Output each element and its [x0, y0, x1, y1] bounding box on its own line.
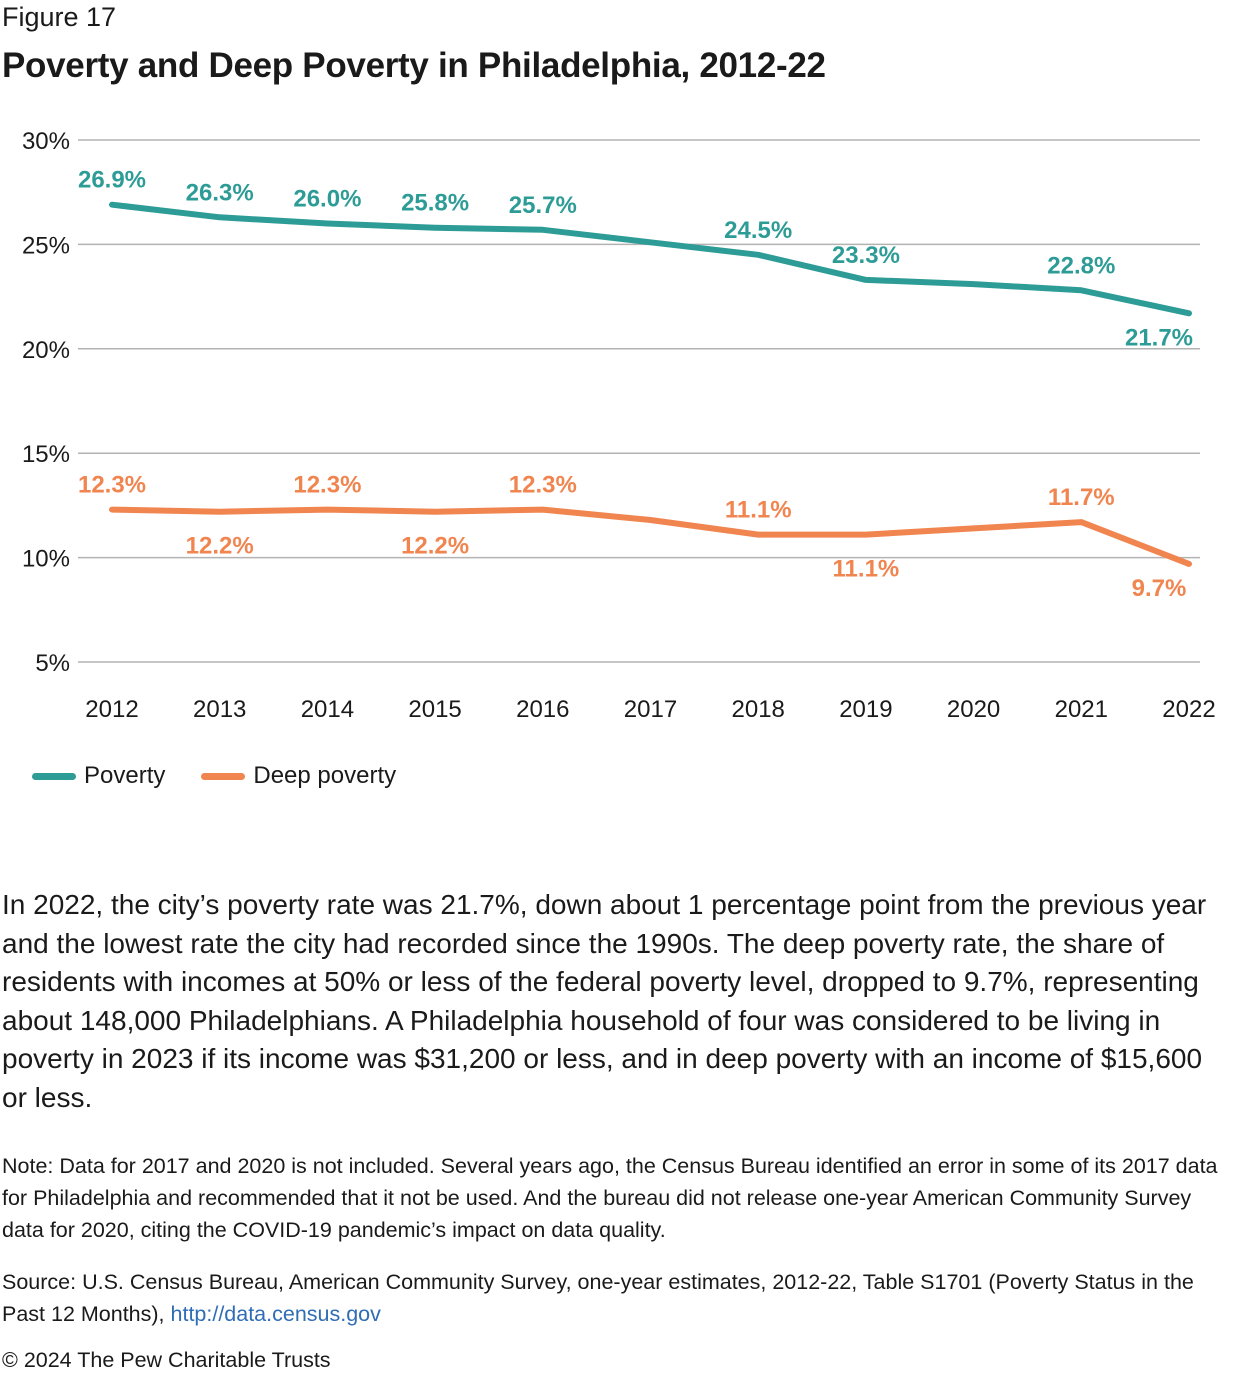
figure-label: Figure 17 — [2, 2, 117, 32]
data-label: 23.3% — [832, 242, 900, 269]
legend-label-poverty: Poverty — [84, 762, 166, 789]
data-label: 12.3% — [78, 472, 146, 499]
legend-swatch-deep-poverty — [201, 772, 246, 780]
data-label: 26.3% — [186, 179, 254, 206]
data-label: 11.1% — [833, 556, 900, 583]
data-label: 11.7% — [1048, 484, 1115, 511]
gridlines — [78, 139, 1200, 663]
source-link[interactable]: http://data.census.gov — [170, 1302, 381, 1326]
data-label: 12.3% — [509, 472, 577, 499]
x-tick-label: 2021 — [1055, 696, 1108, 723]
x-axis-ticks: 2012 2013 2014 2015 2016 2017 2018 2019 2020 2021… — [85, 696, 1215, 723]
data-label: 21.7% — [1125, 324, 1193, 351]
data-label: 24.5% — [724, 217, 792, 244]
y-tick-label: 20% — [22, 337, 70, 364]
legend: Poverty Deep poverty — [32, 762, 432, 790]
series-line-deep-poverty — [109, 506, 1192, 567]
legend-item-poverty: Poverty — [32, 762, 165, 790]
x-tick-label: 2015 — [408, 696, 461, 723]
x-tick-label: 2017 — [624, 696, 677, 723]
y-tick-label: 15% — [22, 441, 70, 468]
legend-item-deep-poverty: Deep poverty — [201, 762, 396, 790]
x-tick-label: 2016 — [516, 696, 569, 723]
data-label: 25.8% — [401, 190, 469, 217]
legend-swatch-poverty — [32, 772, 76, 780]
series-line-poverty — [109, 201, 1192, 317]
data-label: 12.2% — [186, 533, 254, 560]
data-label: 26.0% — [293, 186, 361, 213]
x-tick-label: 2014 — [301, 696, 354, 723]
data-label: 11.1% — [725, 497, 792, 524]
y-tick-label: 30% — [22, 128, 70, 155]
data-labels: 26.9% 26.3% 26.0% 25.8% 25.7% 24.5% 23.3% 22.8%… — [78, 167, 1193, 602]
x-tick-label: 2013 — [193, 696, 246, 723]
x-tick-label: 2020 — [947, 696, 1000, 723]
data-label: 26.9% — [78, 167, 146, 194]
legend-label-deep-poverty: Deep poverty — [253, 762, 397, 789]
line-chart: 5%10%15%20%25%30% 2012 2013 2014 2015 2016 20… — [22, 128, 1216, 723]
x-tick-label: 2019 — [839, 696, 892, 723]
data-label: 25.7% — [509, 192, 577, 219]
chart-title: Poverty and Deep Poverty in Philadelphia… — [2, 46, 826, 85]
source-text: Source: U.S. Census Bureau, American Com… — [2, 1270, 1194, 1326]
series-lines — [109, 201, 1192, 567]
y-tick-label: 25% — [22, 232, 70, 259]
data-label: 22.8% — [1047, 252, 1115, 279]
body-paragraph: In 2022, the city’s poverty rate was 21.… — [2, 889, 1207, 1113]
x-tick-label: 2018 — [732, 696, 785, 723]
chart-source: Source: U.S. Census Bureau, American Com… — [2, 1266, 1238, 1330]
y-axis-ticks: 5% 10% 15% 20% 25% 30% — [22, 128, 70, 677]
y-tick-label: 5% — [35, 650, 70, 677]
data-label: 12.2% — [401, 533, 469, 560]
data-label: 9.7% — [1132, 575, 1187, 602]
y-tick-label: 10% — [22, 546, 70, 573]
chart-note: Note: Data for 2017 and 2020 is not incl… — [2, 1154, 1218, 1242]
copyright: © 2024 The Pew Charitable Trusts — [2, 1348, 331, 1372]
x-tick-label: 2012 — [85, 696, 138, 723]
x-tick-label: 2022 — [1162, 696, 1215, 723]
data-label: 12.3% — [293, 472, 361, 499]
